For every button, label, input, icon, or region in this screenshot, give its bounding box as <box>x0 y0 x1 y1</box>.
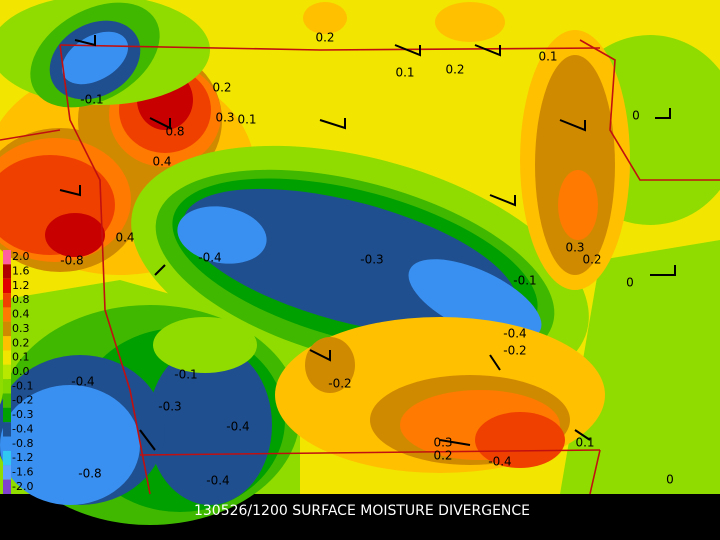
legend-swatch <box>3 336 11 351</box>
moisture-field <box>0 0 720 525</box>
contour-label: -0.2 <box>328 377 351 391</box>
contour-label: 0.2 <box>212 81 231 95</box>
legend-swatch <box>3 321 11 337</box>
legend-swatch <box>3 465 11 480</box>
legend: 2.01.61.20.80.40.30.20.10.0-0.1-0.2-0.3-… <box>3 250 33 494</box>
contour-label: -0.8 <box>60 254 83 268</box>
contour-label: 0.2 <box>433 449 452 463</box>
legend-label: 0.1 <box>12 351 30 364</box>
legend-swatch <box>3 479 11 494</box>
legend-label: -1.6 <box>12 465 33 478</box>
legend-label: 0.2 <box>12 336 30 349</box>
contour-label: 0.1 <box>395 66 414 80</box>
contour-label: 0.4 <box>115 231 134 245</box>
legend-swatch <box>3 422 11 437</box>
contour-label: 0.4 <box>152 155 171 169</box>
contour-label: -0.1 <box>513 274 536 288</box>
legend-swatch <box>3 364 11 380</box>
contour-label: 0.8 <box>165 125 184 139</box>
legend-swatch <box>3 450 11 466</box>
contour-label: 0.2 <box>315 31 334 45</box>
legend-label: -0.8 <box>12 437 33 450</box>
contour-label: 0.1 <box>575 436 594 450</box>
legend-label: 0.3 <box>12 322 30 335</box>
legend-label: -1.2 <box>12 451 33 464</box>
legend-label: 1.2 <box>12 279 30 292</box>
legend-swatch <box>3 393 11 408</box>
contour-label: -0.3 <box>158 400 181 414</box>
legend-swatch <box>3 379 11 394</box>
legend-swatch <box>3 407 11 423</box>
contour-label: -0.4 <box>206 474 229 488</box>
contour-label: -0.2 <box>503 344 526 358</box>
contour-label: 0.1 <box>237 113 256 127</box>
legend-swatch <box>3 264 11 279</box>
state-borders <box>0 39 720 495</box>
legend-label: 0.4 <box>12 308 30 321</box>
legend-swatch <box>3 278 11 294</box>
contour-label: -0.4 <box>226 420 249 434</box>
contour-label: -0.4 <box>71 375 94 389</box>
contour-labels: 0.20.1 0.20.10-0.10.20.80.3 0.10.40.4-0.8-… <box>60 31 674 488</box>
contour-label: -0.4 <box>488 455 511 469</box>
contour-label: 0 <box>666 473 674 487</box>
contour-label: 0.2 <box>445 63 464 77</box>
contour-label: 0.1 <box>538 50 557 64</box>
contour-label: -0.3 <box>360 253 383 267</box>
legend-label: -0.4 <box>12 422 33 435</box>
legend-label: 0.0 <box>12 365 30 378</box>
legend-label: -2.0 <box>12 480 33 493</box>
contour-label: 0.3 <box>215 111 234 125</box>
contour-label: -0.1 <box>80 93 103 107</box>
contour-label: 0.3 <box>433 436 452 450</box>
legend-label: -0.1 <box>12 379 33 392</box>
contour-label: -0.4 <box>503 327 526 341</box>
contour-label: -0.4 <box>198 251 221 265</box>
legend-swatch <box>3 293 11 308</box>
contour-label: -0.1 <box>174 368 197 382</box>
legend-swatch <box>3 350 11 365</box>
legend-swatch <box>3 250 11 265</box>
contour-label: 0.2 <box>582 253 601 267</box>
map-title: 130526/1200 SURFACE MOISTURE DIVERGENCE <box>194 503 530 519</box>
wind-barbs <box>59 35 676 451</box>
legend-swatch <box>3 307 11 322</box>
contour-label: 0 <box>626 276 634 290</box>
legend-label: 2.0 <box>12 250 30 263</box>
contour-label: -0.8 <box>78 467 101 481</box>
legend-label: -0.2 <box>12 394 33 407</box>
contour-label: 0 <box>632 109 640 123</box>
legend-label: 0.8 <box>12 293 30 306</box>
legend-swatch <box>3 436 11 451</box>
legend-label: 1.6 <box>12 265 30 278</box>
contour-label: 0.3 <box>565 241 584 255</box>
legend-label: -0.3 <box>12 408 33 421</box>
